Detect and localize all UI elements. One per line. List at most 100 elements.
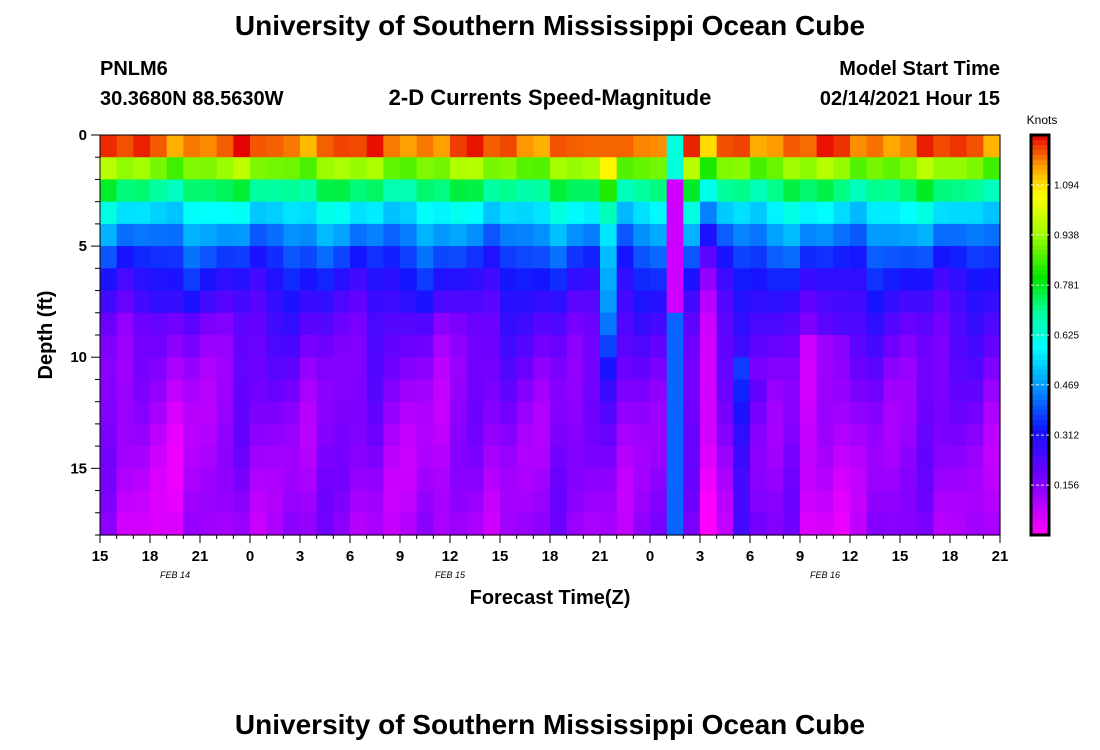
heatmap-cell xyxy=(150,312,168,336)
heatmap-cell xyxy=(683,268,701,292)
heatmap-cell xyxy=(683,246,701,269)
heatmap-cell xyxy=(533,446,551,469)
page-title: University of Southern Mississippi Ocean… xyxy=(235,10,865,41)
heatmap-cell xyxy=(250,179,268,203)
heatmap-cell xyxy=(616,490,634,514)
heatmap-cell xyxy=(283,290,301,314)
heatmap-cell xyxy=(783,201,801,225)
heatmap-cell xyxy=(733,512,751,536)
heatmap-cell xyxy=(950,312,968,336)
heatmap-cell xyxy=(866,201,884,225)
heatmap-cell xyxy=(300,290,318,314)
heatmap-cell xyxy=(866,512,884,536)
heatmap-cell xyxy=(433,335,451,358)
heatmap-cell xyxy=(633,401,651,425)
heatmap-cell xyxy=(916,268,934,292)
colorbar-segment xyxy=(1031,525,1049,531)
heatmap-cell xyxy=(666,335,684,358)
heatmap-cell xyxy=(266,401,284,425)
heatmap-cell xyxy=(233,512,251,536)
heatmap-cell xyxy=(850,246,868,269)
heatmap-cell xyxy=(216,135,234,158)
footer-title: University of Southern Mississippi Ocean… xyxy=(235,709,865,740)
heatmap-cell xyxy=(833,357,851,381)
heatmap-cell xyxy=(650,379,668,403)
heatmap-cell xyxy=(200,512,218,536)
heatmap-cell xyxy=(500,446,518,469)
heatmap-cell xyxy=(333,246,351,269)
heatmap-cell xyxy=(683,201,701,225)
heatmap-cell xyxy=(250,357,268,381)
heatmap-cell xyxy=(483,157,501,181)
heatmap-cell xyxy=(366,512,384,536)
heatmap-cell xyxy=(550,490,568,514)
heatmap-cell xyxy=(133,490,151,514)
heatmap-cell xyxy=(233,179,251,203)
heatmap-cell xyxy=(450,423,468,447)
heatmap-cell xyxy=(416,201,434,225)
heatmap-cell xyxy=(950,268,968,292)
heatmap-cell xyxy=(133,268,151,292)
heatmap-cell xyxy=(700,468,718,492)
heatmap-cell xyxy=(550,135,568,158)
colorbar-tick-label: 0.312 xyxy=(1054,431,1079,442)
heatmap-cell xyxy=(216,312,234,336)
heatmap-cell xyxy=(150,268,168,292)
heatmap-cell xyxy=(866,246,884,269)
heatmap-cell xyxy=(100,446,118,469)
heatmap-cell xyxy=(850,401,868,425)
heatmap-cell xyxy=(516,312,534,336)
heatmap-cell xyxy=(766,423,784,447)
heatmap-cell xyxy=(966,135,984,158)
heatmap-cell xyxy=(533,335,551,358)
heatmap-cell xyxy=(866,335,884,358)
heatmap-cell xyxy=(216,512,234,536)
heatmap-cell xyxy=(600,246,618,269)
heatmap-cell xyxy=(933,335,951,358)
heatmap-cell xyxy=(816,512,834,536)
heatmap-cell xyxy=(616,157,634,181)
heatmap-cell xyxy=(366,423,384,447)
heatmap-cell xyxy=(416,335,434,358)
x-tick-label: 6 xyxy=(746,548,754,565)
heatmap-cell xyxy=(483,423,501,447)
colorbar-segment xyxy=(1031,230,1049,236)
x-tick-label: 18 xyxy=(542,548,559,565)
heatmap-cell xyxy=(116,423,134,447)
heatmap-cell xyxy=(300,135,318,158)
heatmap-cell xyxy=(166,246,184,269)
heatmap-cell xyxy=(216,468,234,492)
heatmap-cell xyxy=(133,335,151,358)
heatmap-cell xyxy=(633,446,651,469)
heatmap-cell xyxy=(483,223,501,247)
heatmap-cell xyxy=(666,223,684,247)
heatmap-cell xyxy=(166,379,184,403)
heatmap-cell xyxy=(866,157,884,181)
heatmap-cell xyxy=(816,246,834,269)
heatmap-cell xyxy=(400,201,418,225)
heatmap-cell xyxy=(350,401,368,425)
heatmap-cell xyxy=(200,379,218,403)
heatmap-cell xyxy=(733,135,751,158)
heatmap-cell xyxy=(633,379,651,403)
heatmap-cell xyxy=(700,157,718,181)
heatmap-cell xyxy=(683,135,701,158)
heatmap-cell xyxy=(700,490,718,514)
heatmap-cell xyxy=(633,246,651,269)
heatmap-cell xyxy=(916,223,934,247)
heatmap-cell xyxy=(966,223,984,247)
heatmap-cell xyxy=(100,423,118,447)
colorbar-segment xyxy=(1031,480,1049,486)
colorbar-segment xyxy=(1031,295,1049,301)
colorbar-segment xyxy=(1031,460,1049,466)
heatmap-cell xyxy=(250,268,268,292)
heatmap-cell xyxy=(650,357,668,381)
heatmap-cell xyxy=(116,357,134,381)
heatmap-cell xyxy=(833,157,851,181)
heatmap-cell xyxy=(350,290,368,314)
heatmap-cell xyxy=(850,135,868,158)
heatmap-cell xyxy=(483,379,501,403)
heatmap-cell xyxy=(883,468,901,492)
heatmap-cell xyxy=(616,335,634,358)
heatmap-cell xyxy=(600,401,618,425)
